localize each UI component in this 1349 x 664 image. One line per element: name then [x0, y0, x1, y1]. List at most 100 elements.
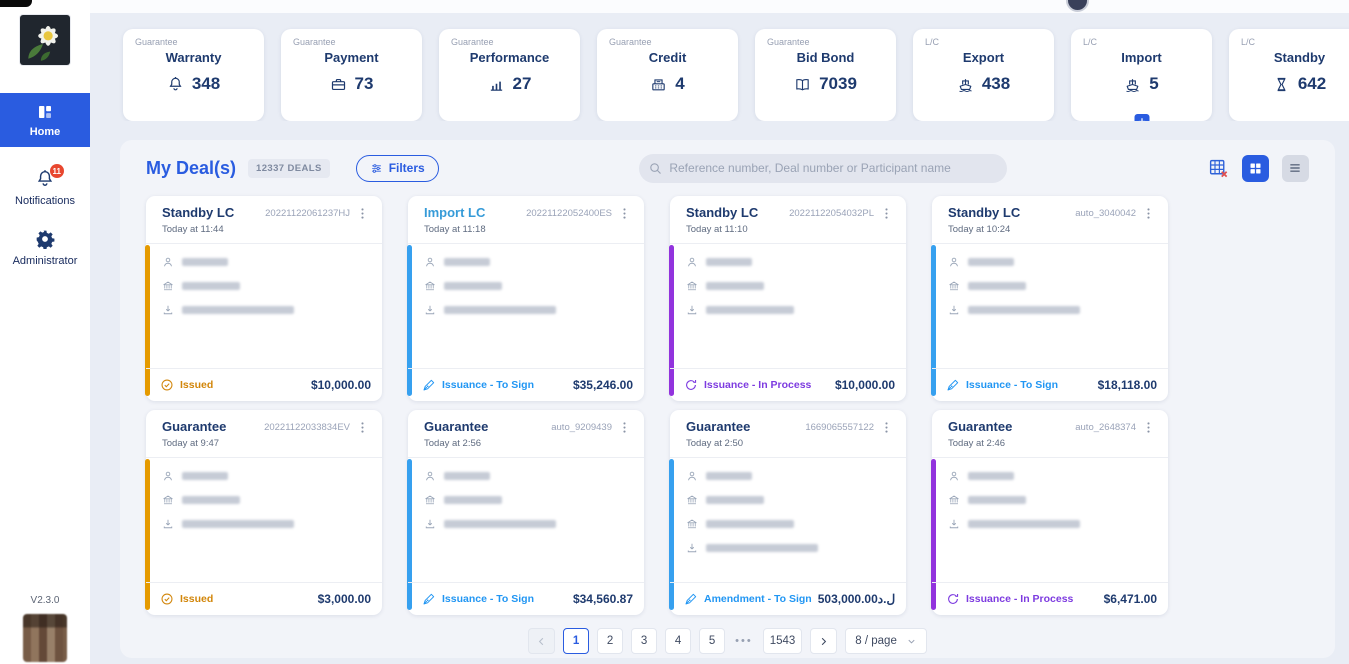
pagination-last-page[interactable]: 1543 — [762, 628, 803, 654]
deal-reference: 20221122061237HJ — [265, 208, 350, 219]
status-issued-check-icon — [160, 378, 174, 392]
pagination-page-2[interactable]: 2 — [597, 628, 624, 654]
deal-menu-button[interactable] — [879, 419, 894, 435]
stat-card-payment[interactable]: Guarantee Payment 73 — [281, 29, 422, 121]
stat-title: Payment — [324, 50, 379, 65]
participant-row — [686, 542, 894, 554]
deals-count-badge: 12337 DEALS — [248, 158, 330, 178]
deal-card-footer: Issued $3,000.00 — [146, 582, 382, 615]
status-sign-pen-icon — [422, 378, 436, 392]
briefcase-icon — [330, 76, 347, 93]
stat-card-bid-bond[interactable]: Guarantee Bid Bond 7039 — [755, 29, 896, 121]
add-import-lc-button[interactable] — [1132, 112, 1151, 121]
deal-card-header: Guarantee auto_2648374 — [948, 419, 1156, 435]
pagination-page-4[interactable]: 4 — [665, 628, 692, 654]
beneficiary-icon — [686, 542, 698, 554]
deal-menu-button[interactable] — [355, 419, 370, 435]
bank-icon — [686, 280, 698, 292]
search-input[interactable] — [639, 153, 1008, 183]
bar-chart-icon — [488, 76, 505, 93]
my-deals-panel: My Deal(s) 12337 DEALS Filters — [120, 140, 1335, 658]
deal-menu-button[interactable] — [1141, 419, 1156, 435]
grid-view-button[interactable] — [1241, 154, 1269, 182]
deal-reference: auto_2648374 — [1075, 422, 1136, 433]
applicant-icon — [424, 470, 436, 482]
kebab-menu-icon — [617, 206, 632, 221]
participant-row — [424, 304, 632, 316]
deal-card-footer: Issuance - To Sign $35,246.00 — [408, 368, 644, 401]
deal-card[interactable]: Standby LC 20221122054032PL Today at 11:… — [669, 196, 906, 401]
pagination-page-5[interactable]: 5 — [699, 628, 726, 654]
page-size-select[interactable]: 8 / page — [845, 628, 927, 654]
sliders-icon — [370, 162, 383, 175]
deal-menu-button[interactable] — [617, 205, 632, 221]
sidebar: Home 11 Notifications Administrator V2.3… — [0, 0, 90, 664]
stat-card-performance[interactable]: Guarantee Performance 27 — [439, 29, 580, 121]
export-excel-button[interactable] — [1208, 158, 1229, 179]
stat-card-credit[interactable]: Guarantee Credit 4 — [597, 29, 738, 121]
participant-row — [686, 470, 894, 482]
pagination-prev-button[interactable] — [528, 628, 556, 654]
pagination-page-1[interactable]: 1 — [563, 628, 590, 654]
deal-amount: $34,560.87 — [572, 592, 633, 606]
deal-date: Today at 11:44 — [162, 224, 224, 235]
kebab-menu-icon — [1141, 206, 1156, 221]
pagination-page-3[interactable]: 3 — [631, 628, 658, 654]
deals-header: My Deal(s) 12337 DEALS Filters — [146, 153, 1309, 183]
deal-card[interactable]: Guarantee auto_9209439 Today at 2:56 Iss… — [407, 410, 644, 615]
status-in-process-sync-icon — [684, 378, 698, 392]
participant-row — [162, 470, 370, 482]
stat-card-import[interactable]: L/C Import 5 — [1071, 29, 1212, 121]
redacted-text — [182, 282, 240, 290]
participant-row — [686, 304, 894, 316]
deal-accent-bar — [145, 245, 150, 396]
stat-count: 4 — [675, 74, 685, 93]
deal-card[interactable]: Guarantee auto_2648374 Today at 2:46 Iss… — [931, 410, 1168, 615]
deal-menu-button[interactable] — [617, 419, 632, 435]
participant-row — [424, 256, 632, 268]
stat-card-export[interactable]: L/C Export 438 — [913, 29, 1054, 121]
redacted-text — [968, 282, 1026, 290]
deal-date: Today at 2:56 — [424, 438, 482, 449]
deal-accent-bar — [407, 245, 412, 396]
deal-card[interactable]: Guarantee 20221122033834EV Today at 9:47… — [145, 410, 382, 615]
deal-amount: $6,471.00 — [1103, 592, 1157, 606]
beneficiary-icon — [424, 304, 436, 316]
pagination-next-button[interactable] — [810, 628, 838, 654]
divider — [932, 457, 1168, 458]
sidebar-item-notifications[interactable]: 11 Notifications — [15, 164, 75, 207]
sidebar-item-home[interactable]: Home — [0, 93, 90, 147]
list-view-button[interactable] — [1281, 154, 1309, 182]
gear-icon — [35, 229, 55, 249]
stat-count: 642 — [1297, 74, 1327, 93]
divider — [670, 457, 906, 458]
deal-card[interactable]: Import LC 20221122052400ES Today at 11:1… — [407, 196, 644, 401]
user-avatar[interactable] — [23, 614, 67, 662]
chevron-left-icon — [535, 635, 548, 648]
filters-button[interactable]: Filters — [355, 154, 439, 182]
deal-menu-button[interactable] — [355, 205, 370, 221]
participant-row — [948, 280, 1156, 292]
deal-card-header: Import LC 20221122052400ES — [424, 205, 632, 221]
deal-type: Guarantee — [162, 419, 227, 434]
deal-accent-bar — [931, 245, 936, 396]
stat-count: 7039 — [819, 74, 857, 93]
deal-menu-button[interactable] — [879, 205, 894, 221]
deal-card[interactable]: Standby LC 20221122061237HJ Today at 11:… — [145, 196, 382, 401]
deal-menu-button[interactable] — [1141, 205, 1156, 221]
redacted-text — [182, 472, 228, 480]
pagination-ellipsis[interactable]: ••• — [735, 635, 753, 647]
stat-title: Warranty — [165, 50, 222, 65]
deal-status: Issuance - To Sign — [442, 593, 534, 605]
deal-card[interactable]: Standby LC auto_3040042 Today at 10:24 I… — [931, 196, 1168, 401]
deal-date: Today at 2:50 — [686, 438, 744, 449]
deal-card[interactable]: Guarantee 1669065557122 Today at 2:50 Am… — [669, 410, 906, 615]
beneficiary-icon — [424, 518, 436, 530]
deal-status: Issuance - In Process — [704, 379, 812, 391]
redacted-text — [968, 472, 1014, 480]
stat-card-standby[interactable]: L/C Standby 642 — [1229, 29, 1349, 121]
sidebar-item-administrator[interactable]: Administrator — [13, 229, 77, 267]
ship-icon — [1124, 76, 1141, 93]
notifications-icon-wrap: 11 — [35, 164, 64, 189]
stat-card-warranty[interactable]: Guarantee Warranty 348 — [123, 29, 264, 121]
